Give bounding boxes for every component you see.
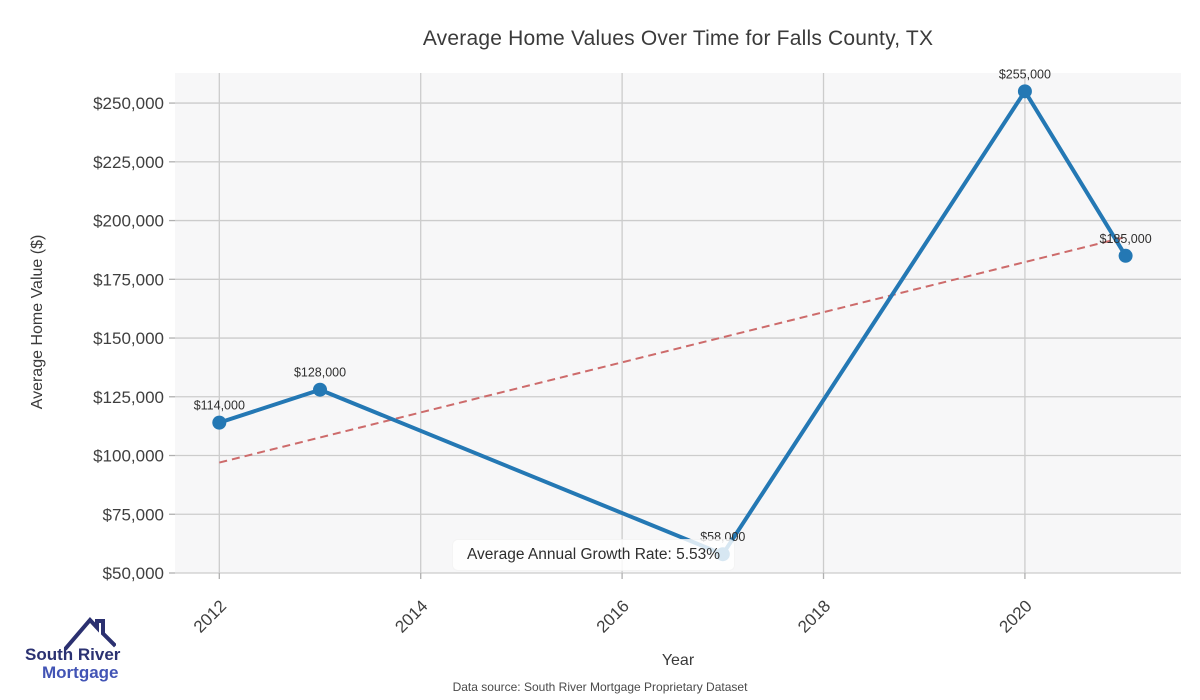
logo-text-line2: Mortgage — [42, 663, 119, 682]
x-tick-label: 2014 — [391, 596, 431, 636]
x-tick-label: 2012 — [190, 596, 230, 636]
x-axis-label: Year — [661, 652, 695, 669]
data-point — [313, 382, 328, 397]
x-tick-label: 2020 — [996, 596, 1036, 636]
y-tick-label: $50,000 — [103, 564, 164, 583]
y-tick-label: $100,000 — [93, 447, 164, 466]
data-point-label: $114,000 — [194, 399, 245, 413]
house-roof-icon — [64, 617, 116, 650]
logo-text-line1: South River — [25, 645, 121, 664]
data-source-caption: Data source: South River Mortgage Propri… — [452, 680, 748, 694]
south-river-mortgage-logo: South River Mortgage — [20, 612, 170, 692]
data-point — [212, 415, 227, 430]
data-point-label: $255,000 — [999, 67, 1051, 81]
y-tick-label: $75,000 — [103, 505, 164, 524]
data-point — [1118, 248, 1133, 263]
plot-area — [175, 73, 1181, 573]
y-axis-label: Average Home Value ($) — [29, 234, 46, 410]
data-point — [1017, 84, 1032, 99]
data-point-label: $128,000 — [294, 366, 346, 380]
growth-rate-annotation: Average Annual Growth Rate: 5.53% — [452, 539, 736, 571]
y-tick-label: $225,000 — [93, 153, 164, 172]
y-tick-label: $150,000 — [93, 329, 164, 348]
data-point-label: $185,000 — [1100, 232, 1152, 246]
y-tick-label: $200,000 — [93, 212, 164, 231]
y-tick-label: $250,000 — [93, 94, 164, 113]
chart-title: Average Home Values Over Time for Falls … — [422, 27, 934, 50]
x-tick-label: 2018 — [794, 596, 834, 636]
y-tick-label: $175,000 — [93, 270, 164, 289]
y-tick-label: $125,000 — [93, 388, 164, 407]
x-tick-label: 2016 — [593, 596, 633, 636]
